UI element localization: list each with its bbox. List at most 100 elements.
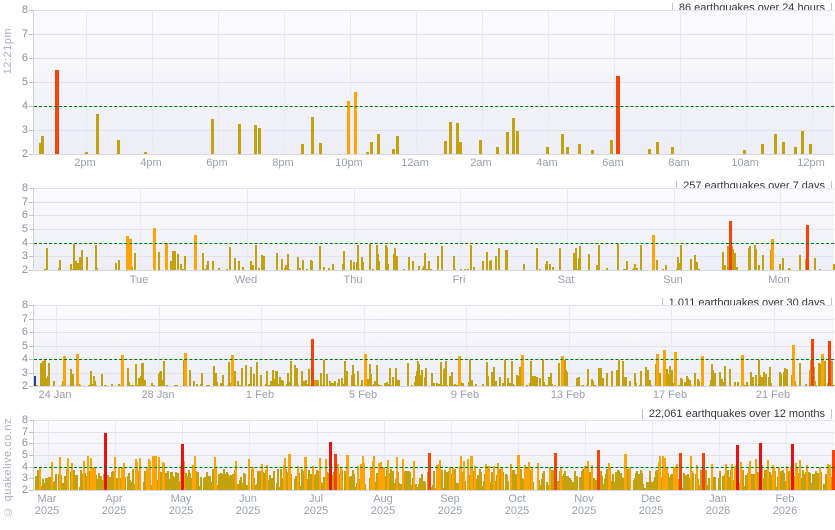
earthquake-bar <box>543 487 545 490</box>
y-axis-tick-mark <box>29 130 33 131</box>
earthquake-bar <box>63 487 66 490</box>
earthquake-bar <box>261 464 263 490</box>
earthquake-bar <box>481 384 484 386</box>
earthquake-bar <box>39 363 42 386</box>
earthquake-bar <box>90 371 93 386</box>
earthquake-bar <box>453 384 456 386</box>
earthquake-bar <box>356 371 359 386</box>
earthquake-bar <box>733 480 735 490</box>
earthquake-bar <box>176 269 179 270</box>
earthquake-bar <box>322 385 325 386</box>
earthquake-bar <box>110 472 113 490</box>
earthquake-bar <box>407 363 410 386</box>
earthquake-bar <box>794 463 797 490</box>
earthquake-bar <box>828 465 831 490</box>
earthquake-bar <box>101 374 104 386</box>
earthquake-bar <box>574 471 577 490</box>
earthquake-bar <box>436 383 439 386</box>
earthquake-bar <box>701 356 704 386</box>
earthquake-bar <box>455 385 458 386</box>
earthquake-bar <box>76 354 79 386</box>
x-axis-tick-label: Mar 2025 <box>34 493 60 517</box>
earthquake-bar <box>237 381 239 386</box>
earthquake-bar <box>135 364 137 386</box>
plot-area-7-days[interactable] <box>33 188 835 271</box>
earthquake-bar <box>341 264 344 270</box>
earthquake-bar <box>656 354 659 386</box>
x-axis-tick-label: Feb 2026 <box>772 493 798 517</box>
x-axis-tick-label: Wed <box>234 274 258 286</box>
earthquake-bar <box>172 477 175 490</box>
earthquake-bar <box>825 474 827 490</box>
gridline-horizontal <box>34 130 834 131</box>
earthquake-bar <box>70 264 73 270</box>
earthquake-bar <box>542 360 544 386</box>
earthquake-bar <box>181 269 184 270</box>
earthquake-bar <box>602 488 605 490</box>
x-axis-tick-label: 10am <box>731 157 759 169</box>
earthquake-bar <box>171 251 174 270</box>
earthquake-bar <box>404 471 406 490</box>
earthquake-bar <box>249 367 252 386</box>
earthquake-bar <box>697 485 700 490</box>
earthquake-bar <box>561 356 564 386</box>
earthquake-bar <box>350 476 352 490</box>
earthquake-bar <box>634 383 637 386</box>
earthquake-bar <box>493 367 495 386</box>
earthquake-bar <box>329 381 332 386</box>
gridline-vertical <box>746 10 747 154</box>
earthquake-bar <box>417 361 420 386</box>
earthquake-bar <box>94 467 97 490</box>
earthquake-bar <box>289 361 292 386</box>
earthquake-bar <box>202 478 205 490</box>
earthquake-bar <box>143 471 146 490</box>
plot-area-24-hours[interactable] <box>33 10 834 155</box>
earthquake-bar <box>621 361 624 386</box>
plot-area-12-months[interactable] <box>33 420 835 491</box>
earthquake-bar <box>272 379 275 386</box>
earthquake-bar <box>99 480 102 490</box>
annotation-12-months: 22,061 earthquakes over 12 months <box>640 406 833 421</box>
earthquake-bar <box>75 269 78 270</box>
earthquake-bar <box>293 479 296 490</box>
earthquake-bar <box>608 467 611 490</box>
earthquake-bar <box>409 472 412 490</box>
earthquake-bar <box>42 483 45 490</box>
earthquake-bar <box>799 255 802 270</box>
earthquake-bar <box>641 473 643 490</box>
x-axis-tick-label: 10pm <box>335 157 363 169</box>
earthquake-bar <box>723 382 726 386</box>
earthquake-bar <box>670 480 673 490</box>
earthquake-bar <box>694 373 697 386</box>
earthquake-bar <box>511 476 514 490</box>
earthquake-bar <box>481 486 484 490</box>
earthquake-bar <box>37 470 40 490</box>
earthquake-bar <box>424 373 427 386</box>
earthquake-bar <box>107 482 110 490</box>
earthquake-bar <box>34 476 37 490</box>
earthquake-bar <box>747 248 750 270</box>
gridline-vertical <box>140 188 141 270</box>
earthquake-bar <box>581 385 584 386</box>
earthquake-bar <box>761 144 764 154</box>
earthquake-bar <box>469 380 472 386</box>
earthquake-bar <box>337 379 340 386</box>
gridline-horizontal <box>34 455 834 456</box>
earthquake-bar <box>746 383 749 386</box>
earthquake-bar <box>675 464 678 490</box>
earthquake-bar <box>752 486 754 490</box>
earthquake-bar <box>142 374 145 386</box>
earthquake-bar <box>333 383 336 386</box>
earthquake-bar <box>512 118 515 154</box>
threshold-line-magnitude-4 <box>34 106 834 107</box>
earthquake-bar <box>586 461 589 490</box>
earthquake-bar <box>248 384 251 386</box>
earthquake-bar <box>357 269 360 270</box>
earthquake-bar <box>177 484 180 490</box>
earthquake-bar <box>741 355 744 386</box>
plot-area-30-days[interactable] <box>33 305 835 387</box>
earthquake-bar <box>801 131 804 154</box>
earthquake-bar <box>578 477 581 490</box>
earthquake-bar <box>473 267 476 270</box>
gridline-horizontal <box>34 373 834 374</box>
